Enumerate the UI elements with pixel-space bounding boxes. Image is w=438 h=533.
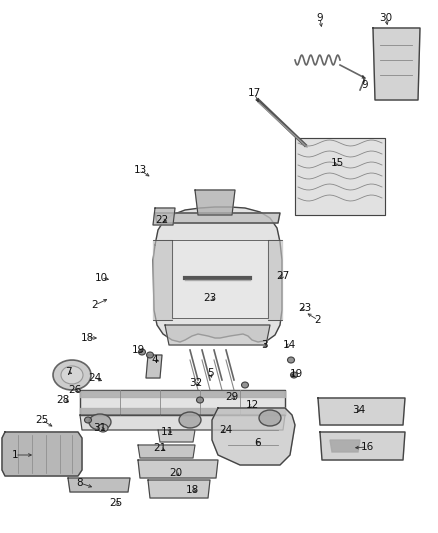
Ellipse shape (197, 397, 204, 403)
Text: 9: 9 (362, 80, 368, 90)
Polygon shape (165, 325, 270, 345)
Polygon shape (195, 190, 235, 215)
Text: 1: 1 (12, 450, 18, 460)
Polygon shape (80, 390, 285, 415)
Polygon shape (153, 207, 282, 342)
Ellipse shape (259, 410, 281, 426)
Text: 24: 24 (88, 373, 102, 383)
Polygon shape (80, 391, 285, 397)
Text: 7: 7 (65, 367, 71, 377)
Text: 2: 2 (92, 300, 98, 310)
Polygon shape (80, 415, 285, 430)
Text: 18: 18 (185, 485, 198, 495)
Polygon shape (268, 240, 282, 320)
Ellipse shape (290, 372, 297, 378)
Text: 4: 4 (152, 355, 158, 365)
Polygon shape (172, 240, 268, 318)
Text: 2: 2 (314, 315, 321, 325)
Text: 31: 31 (93, 423, 106, 433)
Text: 17: 17 (247, 88, 261, 98)
Text: 29: 29 (226, 392, 239, 402)
Text: 13: 13 (134, 165, 147, 175)
Text: 19: 19 (290, 369, 303, 379)
Ellipse shape (98, 424, 108, 432)
Text: 5: 5 (207, 368, 213, 378)
Polygon shape (318, 398, 405, 425)
Text: 8: 8 (77, 478, 83, 488)
Ellipse shape (138, 349, 145, 355)
Ellipse shape (53, 360, 91, 390)
Polygon shape (295, 138, 385, 215)
Text: 28: 28 (57, 395, 70, 405)
Polygon shape (2, 432, 82, 476)
Ellipse shape (146, 352, 153, 358)
Text: 24: 24 (219, 425, 233, 435)
Text: 16: 16 (360, 442, 374, 452)
Polygon shape (158, 430, 195, 442)
Text: 21: 21 (153, 443, 166, 453)
Text: 6: 6 (254, 438, 261, 448)
Text: 14: 14 (283, 340, 296, 350)
Text: 25: 25 (35, 415, 49, 425)
Polygon shape (330, 440, 360, 452)
Polygon shape (212, 408, 295, 465)
Text: 15: 15 (330, 158, 344, 168)
Text: 30: 30 (379, 13, 392, 23)
Polygon shape (138, 445, 195, 458)
Ellipse shape (89, 414, 111, 430)
Polygon shape (138, 460, 218, 478)
Polygon shape (148, 480, 210, 498)
Text: 3: 3 (261, 340, 267, 350)
Text: 27: 27 (276, 271, 290, 281)
Text: 26: 26 (68, 385, 81, 395)
Polygon shape (153, 208, 175, 225)
Polygon shape (146, 355, 162, 378)
Text: 34: 34 (353, 405, 366, 415)
Ellipse shape (287, 357, 294, 363)
Text: 23: 23 (298, 303, 311, 313)
Text: 32: 32 (189, 378, 203, 388)
Text: 23: 23 (203, 293, 217, 303)
Text: 25: 25 (110, 498, 123, 508)
Ellipse shape (179, 412, 201, 428)
Polygon shape (373, 28, 420, 100)
Polygon shape (153, 240, 172, 320)
Polygon shape (68, 478, 130, 492)
Polygon shape (155, 213, 280, 223)
Text: 9: 9 (317, 13, 323, 23)
Text: 19: 19 (131, 345, 145, 355)
Text: 11: 11 (160, 427, 173, 437)
Text: 20: 20 (170, 468, 183, 478)
Text: 12: 12 (245, 400, 258, 410)
Ellipse shape (241, 382, 248, 388)
Polygon shape (80, 408, 285, 414)
Text: 10: 10 (95, 273, 108, 283)
Text: 22: 22 (155, 215, 169, 225)
Polygon shape (320, 432, 405, 460)
Ellipse shape (85, 417, 92, 423)
Text: 18: 18 (81, 333, 94, 343)
Ellipse shape (61, 366, 83, 384)
